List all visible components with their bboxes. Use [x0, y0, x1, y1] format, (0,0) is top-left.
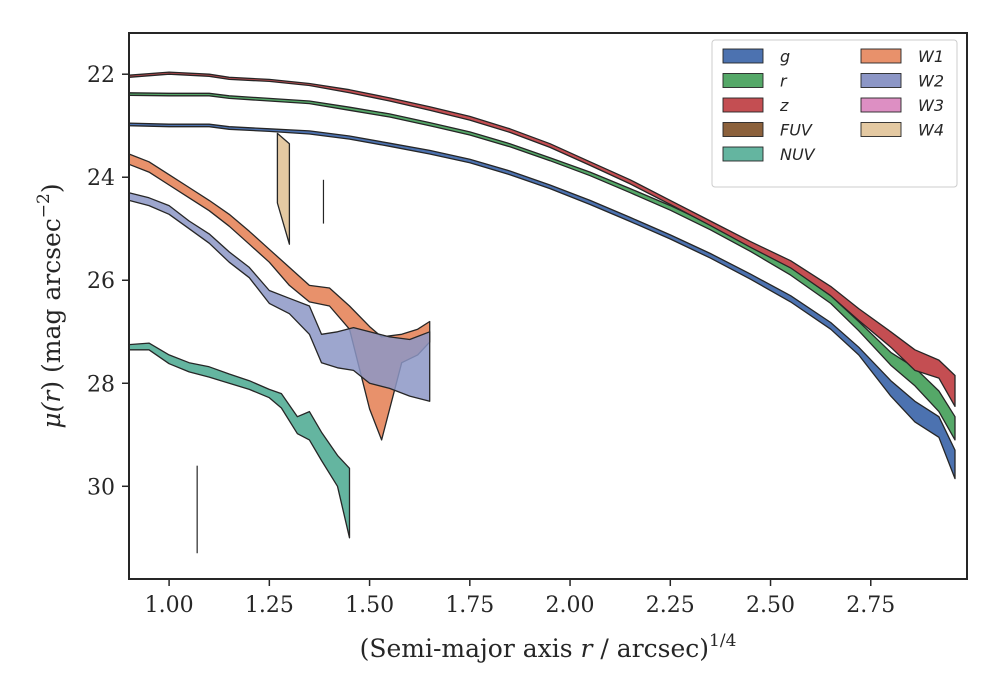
legend-label-fuv: FUV: [780, 121, 813, 140]
y-tick-label: 26: [87, 269, 115, 294]
legend-label-nuv: NUV: [780, 145, 816, 164]
y-tick-label: 28: [87, 372, 115, 397]
legend-items: grz FUV NUV W1 W2 W3 W4: [722, 47, 944, 164]
vertical-segments: [196, 179, 325, 554]
y-axis-label: μ(r) (mag arcsec−2): [34, 183, 66, 428]
legend-label-w2: W2: [918, 72, 944, 91]
legend-label-w3: W3: [918, 96, 944, 115]
plot-frame: [128, 32, 968, 580]
legend-swatch-z: [722, 97, 764, 113]
x-tick-label: 1.25: [245, 593, 294, 618]
legend-swatch-w2: [860, 73, 902, 88]
x-tick-label: 2.25: [646, 593, 695, 618]
y-ticks: 22 24 26 28 30: [87, 63, 129, 500]
legend-swatch-g: [722, 48, 764, 64]
series-band-g: [128, 122, 956, 480]
series-band-z: [128, 71, 956, 408]
legend-swatch-w4: [860, 122, 902, 137]
x-tick-label: 2.00: [546, 593, 595, 618]
x-tick-label: 2.50: [746, 593, 795, 618]
legend-swatch-fuv: [722, 122, 764, 137]
x-tick-label: 1.00: [145, 593, 194, 618]
legend: grz FUV NUV W1 W2 W3 W4: [711, 39, 958, 188]
x-ticks: 1.00 1.25 1.50 1.75 2.00 2.25 2.50 2.75: [145, 579, 895, 618]
legend-label-z: z: [779, 96, 789, 115]
series-band-r: [128, 92, 956, 441]
legend-swatch-w3: [860, 97, 902, 113]
series-areas: [128, 71, 956, 539]
legend-label-w4: W4: [918, 121, 944, 140]
y-tick-label: 22: [87, 63, 115, 88]
y-tick-label: 30: [87, 475, 115, 500]
y-tick-label: 24: [87, 166, 115, 191]
legend-label-w1: W1: [918, 47, 944, 66]
series-band-nuv: [128, 342, 351, 539]
legend-label-g: g: [780, 47, 790, 66]
series-band-w4: [276, 132, 291, 245]
legend-swatch-r: [722, 73, 764, 88]
x-tick-label: 1.50: [345, 593, 394, 618]
x-tick-label: 1.75: [445, 593, 494, 618]
legend-label-r: r: [780, 72, 788, 91]
x-axis-label: (Semi-major axis r / arcsec)1/4: [360, 631, 737, 663]
series-band-w2: [128, 192, 431, 402]
x-tick-label: 2.75: [846, 593, 895, 618]
legend-swatch-w1: [860, 48, 902, 64]
legend-swatch-nuv: [722, 146, 764, 162]
